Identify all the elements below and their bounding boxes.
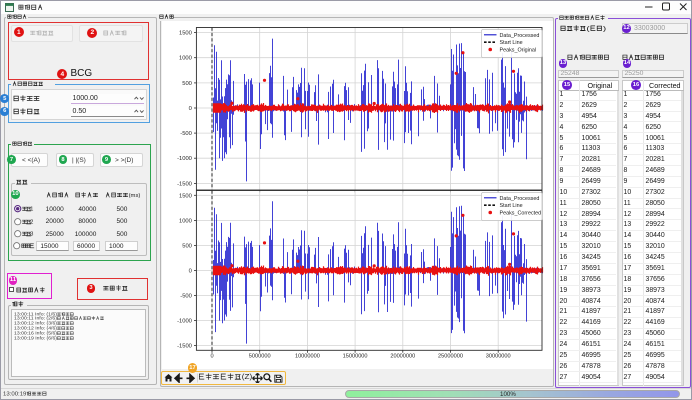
svg-text:2: 2 — [30, 219, 33, 225]
svg-text:Data_Processed: Data_Processed — [500, 196, 540, 202]
svg-text:13:00:11 Info: (1/6): 13:00:11 Info: (1/6) — [14, 311, 58, 316]
svg-text:500: 500 — [182, 243, 192, 249]
svg-text:Start Line: Start Line — [500, 203, 523, 209]
svg-text:3: 3 — [30, 232, 33, 238]
svg-text:13:00:16 Info: (5/6): 13:00:16 Info: (5/6) — [14, 331, 58, 336]
svg-text:13:00:19 Info: (6/6): 13:00:19 Info: (6/6) — [14, 336, 58, 341]
svg-text:5000000: 5000000 — [249, 354, 271, 360]
svg-text:20000000: 20000000 — [390, 354, 415, 360]
svg-text:-1500: -1500 — [177, 344, 192, 350]
svg-text:1000: 1000 — [179, 56, 192, 62]
svg-text:25000000: 25000000 — [438, 354, 463, 360]
svg-text:0: 0 — [189, 269, 192, 275]
svg-text:500: 500 — [182, 81, 192, 87]
svg-text:10000000: 10000000 — [295, 354, 320, 360]
svg-text:Peaks_Original: Peaks_Original — [500, 48, 537, 54]
svg-text:1500: 1500 — [179, 193, 192, 199]
svg-text:15000000: 15000000 — [343, 354, 368, 360]
svg-text:30000000: 30000000 — [486, 354, 511, 360]
svg-text:1: 1 — [30, 207, 33, 213]
svg-text:13:00:12 Info: (3/6): 13:00:12 Info: (3/6) — [14, 321, 58, 326]
svg-text:1500: 1500 — [179, 31, 192, 37]
svg-text:-1500: -1500 — [177, 181, 192, 187]
svg-text:(: ( — [586, 26, 590, 33]
svg-text:0: 0 — [189, 106, 192, 112]
svg-text:13:00:12 Info: (4/6): 13:00:12 Info: (4/6) — [14, 326, 58, 331]
svg-text:): ) — [602, 26, 605, 33]
svg-text:Peaks_Corrected: Peaks_Corrected — [500, 211, 542, 217]
svg-text:-500: -500 — [180, 294, 192, 300]
svg-text:1000: 1000 — [179, 218, 192, 224]
svg-text:(ms): (ms) — [129, 193, 141, 199]
svg-text:-1000: -1000 — [177, 319, 192, 325]
svg-text:0: 0 — [210, 354, 213, 360]
svg-text:Start Line: Start Line — [500, 40, 523, 46]
svg-text:-500: -500 — [180, 131, 192, 137]
svg-text:(Z): (Z) — [241, 372, 252, 381]
svg-text:-1000: -1000 — [177, 156, 192, 162]
svg-text:13:00:19: 13:00:19 — [3, 391, 27, 397]
svg-text:Data_Processed: Data_Processed — [500, 33, 540, 39]
svg-text:13:00:11 Info: (2/6): 13:00:11 Info: (2/6) — [14, 316, 58, 321]
